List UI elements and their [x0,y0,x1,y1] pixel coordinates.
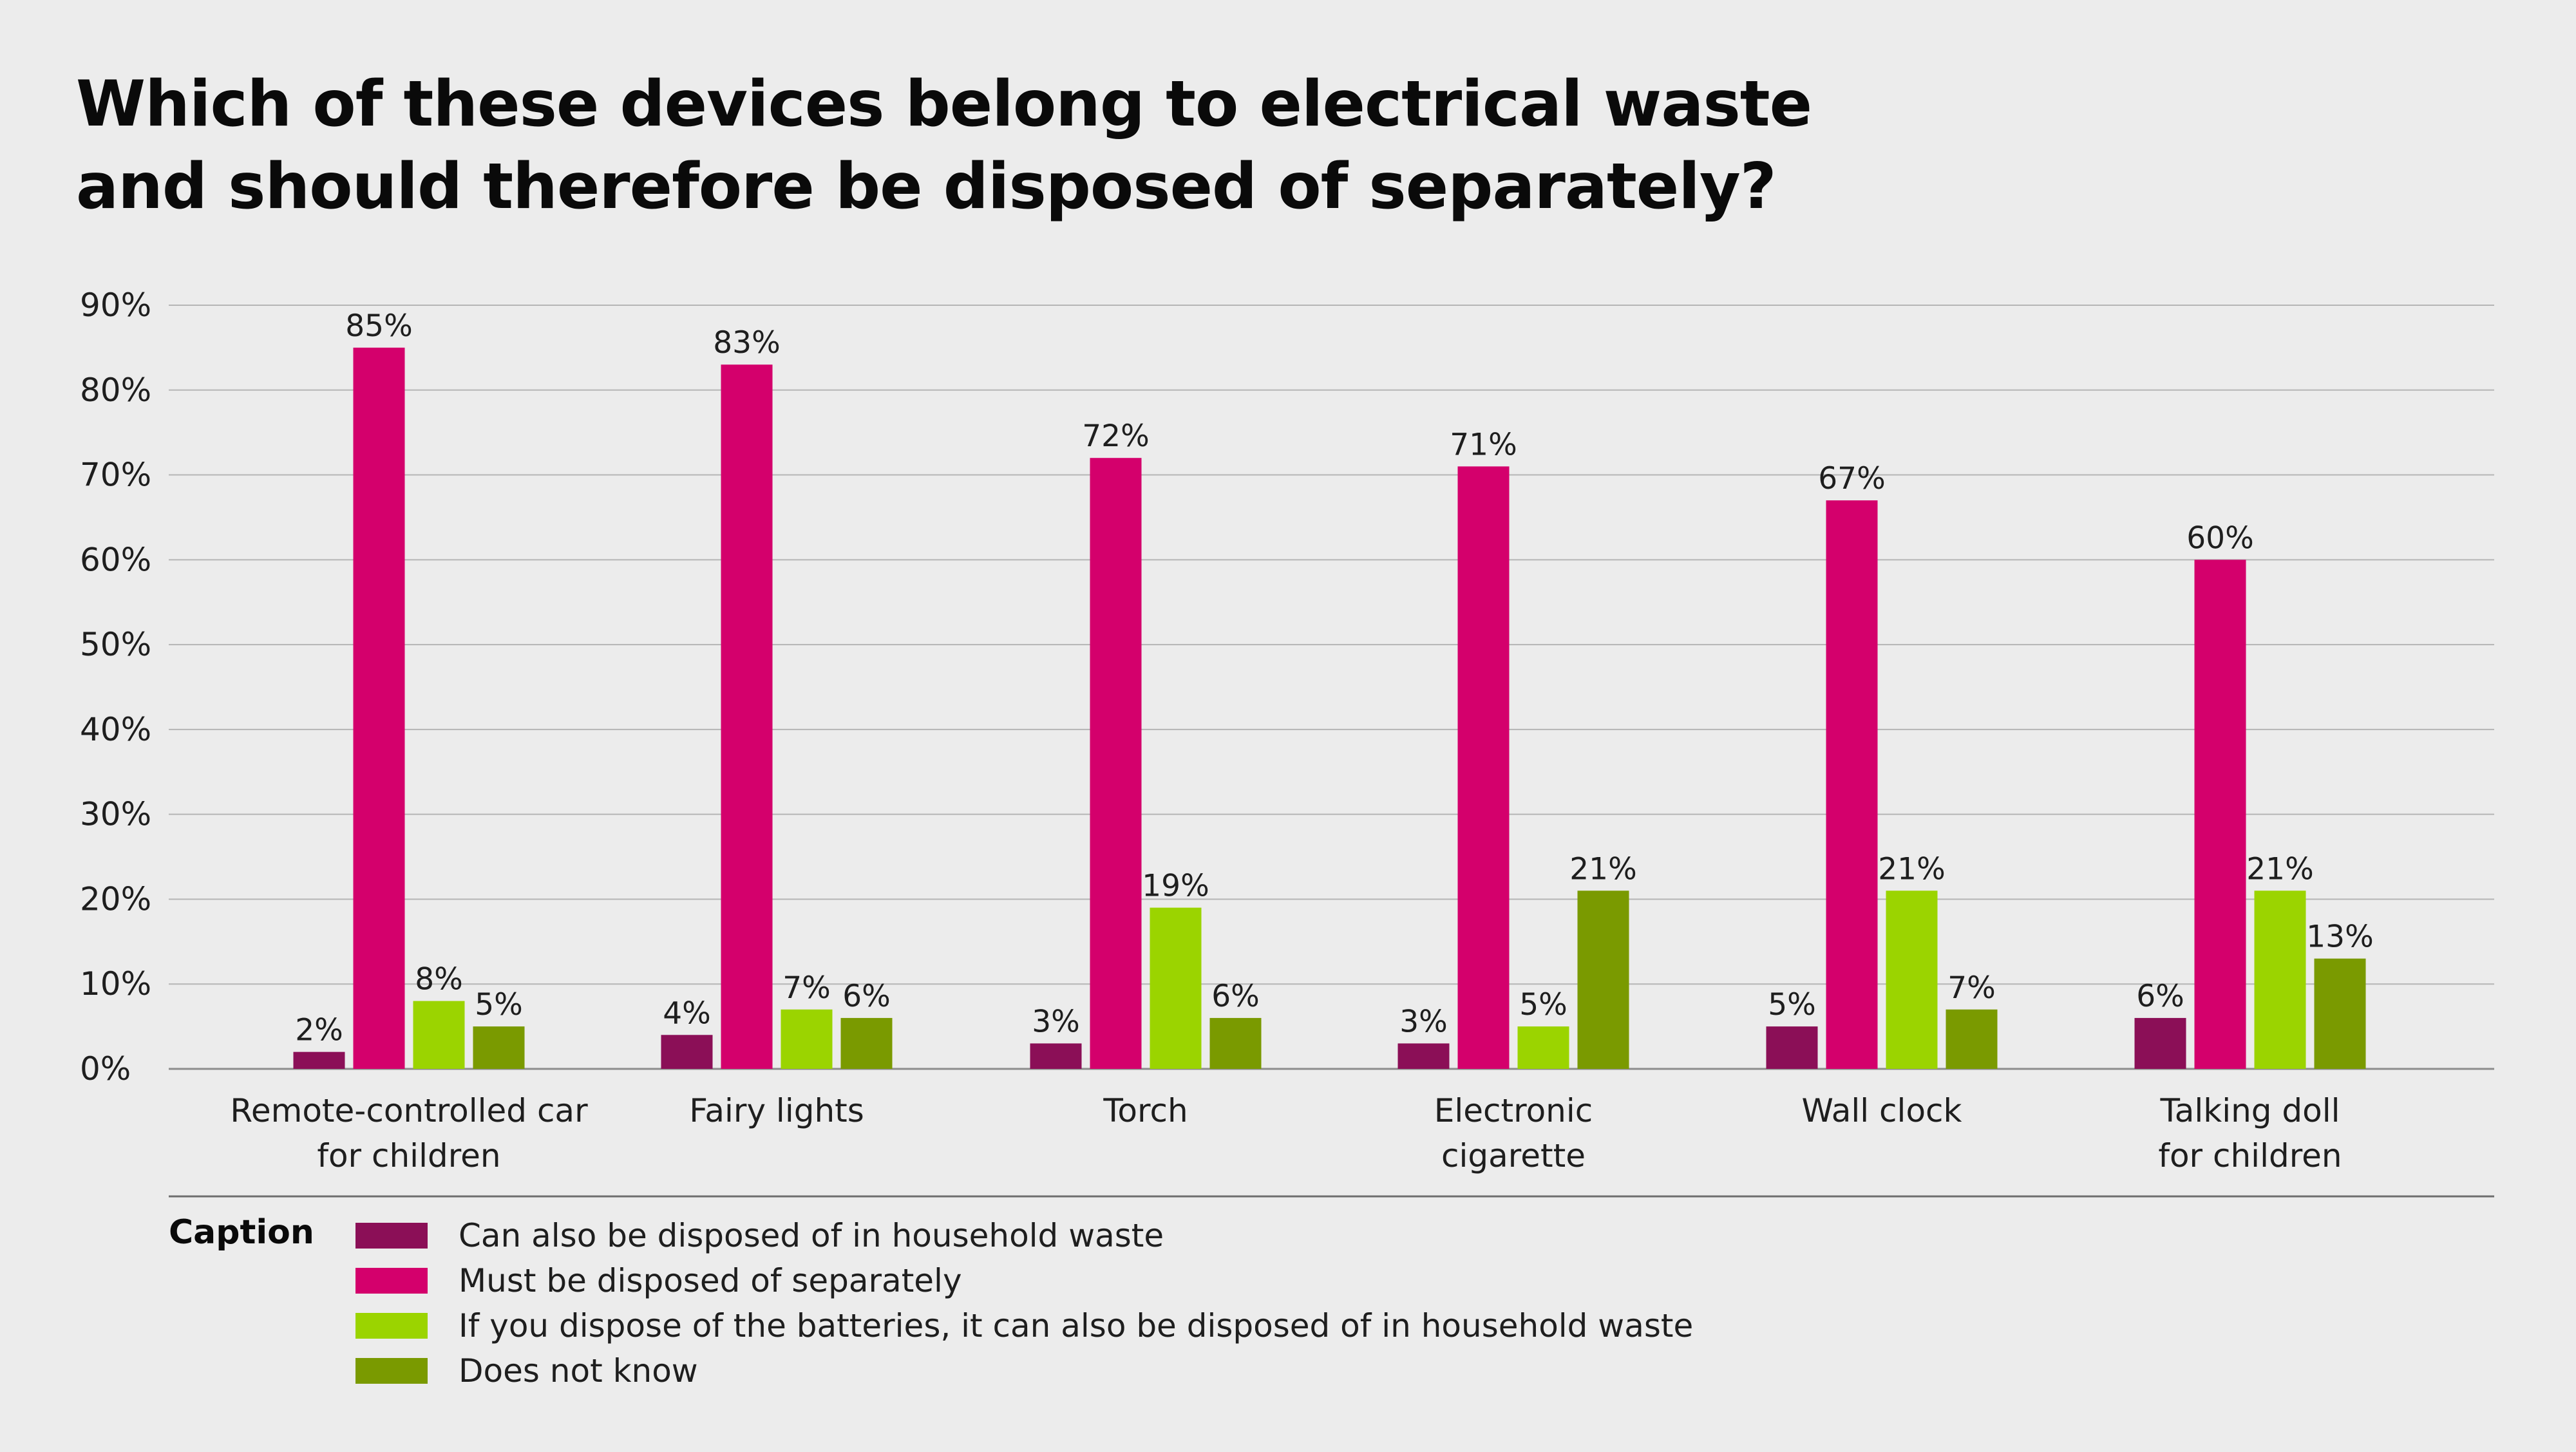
legend-label: Can also be disposed of in household was… [459,1217,1164,1254]
x-category-label: cigarette [1441,1137,1586,1174]
data-label: 13% [2306,919,2373,955]
y-tick-label: 90% [80,287,151,324]
legend-item: Does not know [355,1348,1693,1393]
bar [2254,891,2306,1069]
bar [353,347,405,1069]
y-tick-label: 70% [80,457,151,494]
y-tick-label: 80% [80,372,151,409]
data-label: 2% [295,1013,343,1048]
bar [2134,1017,2186,1069]
bar [1517,1026,1569,1069]
data-label: 3% [1399,1004,1448,1039]
data-label: 6% [1211,979,1260,1014]
y-tick-label: 60% [80,541,151,578]
bar [413,1001,465,1069]
x-category-label: Electronic [1434,1092,1593,1129]
bar [721,364,773,1070]
bar [1397,1043,1450,1069]
data-label: 5% [1519,987,1567,1023]
legend-label: Must be disposed of separately [459,1262,962,1299]
bar [1150,907,1202,1069]
legend-item: Must be disposed of separately [355,1258,1693,1303]
bar [781,1009,833,1069]
bar [1457,466,1510,1069]
chart-title: Which of these devices belong to electri… [76,63,1815,228]
chart-title-line: and should therefore be disposed of sepa… [76,150,1777,223]
bar [1886,891,1938,1069]
bar [1209,1017,1262,1069]
legend-item: If you dispose of the batteries, it can … [355,1303,1693,1348]
data-label: 5% [475,987,523,1023]
x-category-label: Wall clock [1802,1092,1962,1129]
bar [1090,458,1142,1069]
bar [1030,1043,1082,1069]
legend-swatch [355,1223,428,1249]
legend-title: Caption [169,1213,314,1252]
data-label: 3% [1032,1004,1080,1039]
data-label: 21% [1569,851,1636,887]
data-label: 7% [782,970,831,1006]
y-tick-label: 20% [80,880,151,918]
legend-swatch [355,1358,428,1384]
data-labels: 2% 85% 8% 5% 4% 83% 7% 6% 3% 72% 19% 6% 3% 71% 5% 21% 5%… [295,308,2374,1048]
bar [1577,891,1629,1069]
data-label: 71% [1450,427,1517,462]
data-label: 85% [345,308,412,344]
chart-title-line: Which of these devices belong to electri… [76,68,1812,141]
data-label: 67% [1818,461,1885,496]
legend-list: Can also be disposed of in household was… [355,1213,1693,1393]
y-tick-label: 10% [80,965,151,1003]
bar [1826,500,1878,1069]
data-label: 8% [415,962,463,997]
bar-chart: 0% 10% 20% 30% 40% 50% 60% 70% 80% 90% 2% 85% 8% 5% 4… [80,287,2494,1198]
bar-series [293,347,2366,1070]
y-axis-tick-labels: 0% 10% 20% 30% 40% 50% 60% 70% 80% 90% [80,287,151,1088]
bar [2194,560,2246,1069]
bar [661,1035,713,1069]
x-category-label: for children [317,1137,500,1174]
gridlines [169,305,2494,1070]
x-category-label: Fairy lights [689,1092,864,1129]
data-label: 83% [713,325,780,361]
y-tick-label: 40% [80,711,151,748]
y-tick-label: 0% [80,1050,131,1088]
data-label: 4% [663,995,711,1031]
bar [293,1051,345,1069]
data-label: 21% [2246,851,2313,887]
data-label: 72% [1082,419,1149,454]
legend-item: Can also be disposed of in household was… [355,1213,1693,1258]
bar [2314,958,2366,1069]
legend-label: If you dispose of the batteries, it can … [459,1307,1694,1344]
y-tick-label: 30% [80,796,151,833]
data-label: 6% [842,979,891,1014]
bar [840,1017,893,1069]
x-axis-category-labels: Remote-controlled car for children Fairy l… [230,1092,2342,1174]
data-label: 5% [1768,987,1816,1023]
y-tick-label: 50% [80,626,151,663]
bar [473,1026,525,1069]
legend-label: Does not know [459,1352,698,1390]
x-category-label: Remote-controlled car [230,1092,588,1129]
data-label: 21% [1878,851,1945,887]
bar [1946,1009,1998,1069]
data-label: 7% [1947,970,1996,1006]
data-label: 6% [2136,979,2184,1014]
x-category-label: Torch [1103,1092,1188,1129]
legend-swatch [355,1268,428,1294]
bar [1766,1026,1818,1069]
x-category-label: for children [2158,1137,2342,1174]
legend-swatch [355,1313,428,1339]
data-label: 60% [2186,520,2253,556]
data-label: 19% [1142,869,1209,904]
x-category-label: Talking doll [2159,1092,2340,1129]
